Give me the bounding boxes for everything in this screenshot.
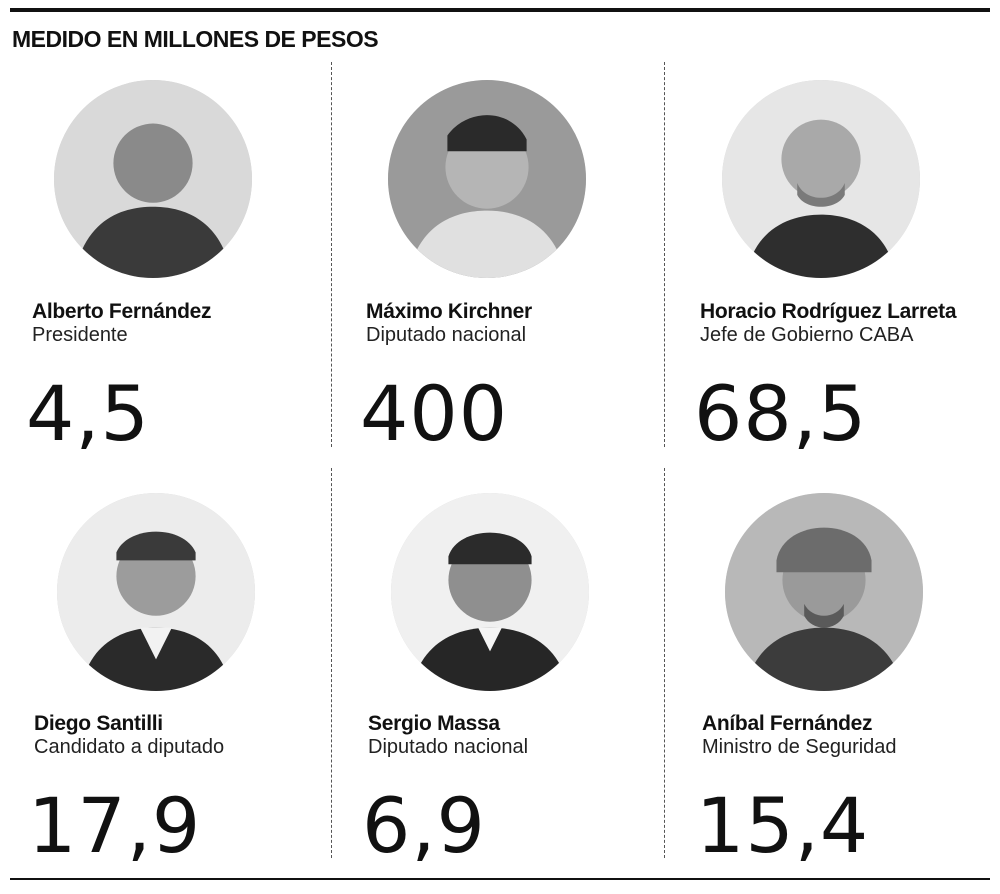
portrait-icon bbox=[57, 493, 255, 691]
column-divider bbox=[331, 468, 332, 858]
person-card: Horacio Rodríguez Larreta Jefe de Gobier… bbox=[668, 0, 988, 452]
person-name: Alberto Fernández bbox=[32, 300, 212, 323]
bottom-rule bbox=[10, 878, 990, 880]
person-value: 68,5 bbox=[694, 369, 868, 458]
person-role: Diputado nacional bbox=[368, 736, 529, 758]
person-value: 400 bbox=[360, 369, 509, 458]
person-card: Máximo Kirchner Diputado nacional 400 bbox=[334, 0, 654, 452]
portrait-icon bbox=[391, 493, 589, 691]
person-name: Máximo Kirchner bbox=[366, 300, 532, 323]
person-name: Aníbal Fernández bbox=[702, 712, 873, 735]
column-divider bbox=[664, 468, 665, 858]
person-role: Presidente bbox=[32, 324, 128, 346]
portrait-icon bbox=[54, 80, 252, 278]
person-value: 15,4 bbox=[696, 781, 870, 870]
person-role: Ministro de Seguridad bbox=[702, 736, 897, 758]
column-divider bbox=[331, 62, 332, 447]
portrait-icon bbox=[725, 493, 923, 691]
person-card: Diego Santilli Candidato a diputado 17,9 bbox=[0, 413, 320, 864]
portrait-icon bbox=[388, 80, 586, 278]
page-title: MEDIDO EN MILLONES DE PESOS bbox=[12, 26, 379, 52]
person-name: Diego Santilli bbox=[34, 712, 163, 735]
column-divider bbox=[664, 62, 665, 447]
person-card: Sergio Massa Diputado nacional 6,9 bbox=[334, 413, 654, 864]
person-role: Jefe de Gobierno CABA bbox=[700, 324, 914, 346]
top-rule bbox=[10, 8, 990, 12]
person-role: Diputado nacional bbox=[366, 324, 527, 346]
person-name: Sergio Massa bbox=[368, 712, 500, 735]
portrait-icon bbox=[722, 80, 920, 278]
person-value: 6,9 bbox=[362, 781, 486, 870]
person-value: 4,5 bbox=[26, 369, 150, 458]
person-value: 17,9 bbox=[28, 781, 202, 870]
person-role: Candidato a diputado bbox=[34, 736, 225, 758]
person-name: Horacio Rodríguez Larreta bbox=[700, 300, 957, 323]
person-card: Aníbal Fernández Ministro de Seguridad 1… bbox=[668, 413, 988, 864]
person-card: Alberto Fernández Presidente 4,5 bbox=[0, 0, 320, 452]
